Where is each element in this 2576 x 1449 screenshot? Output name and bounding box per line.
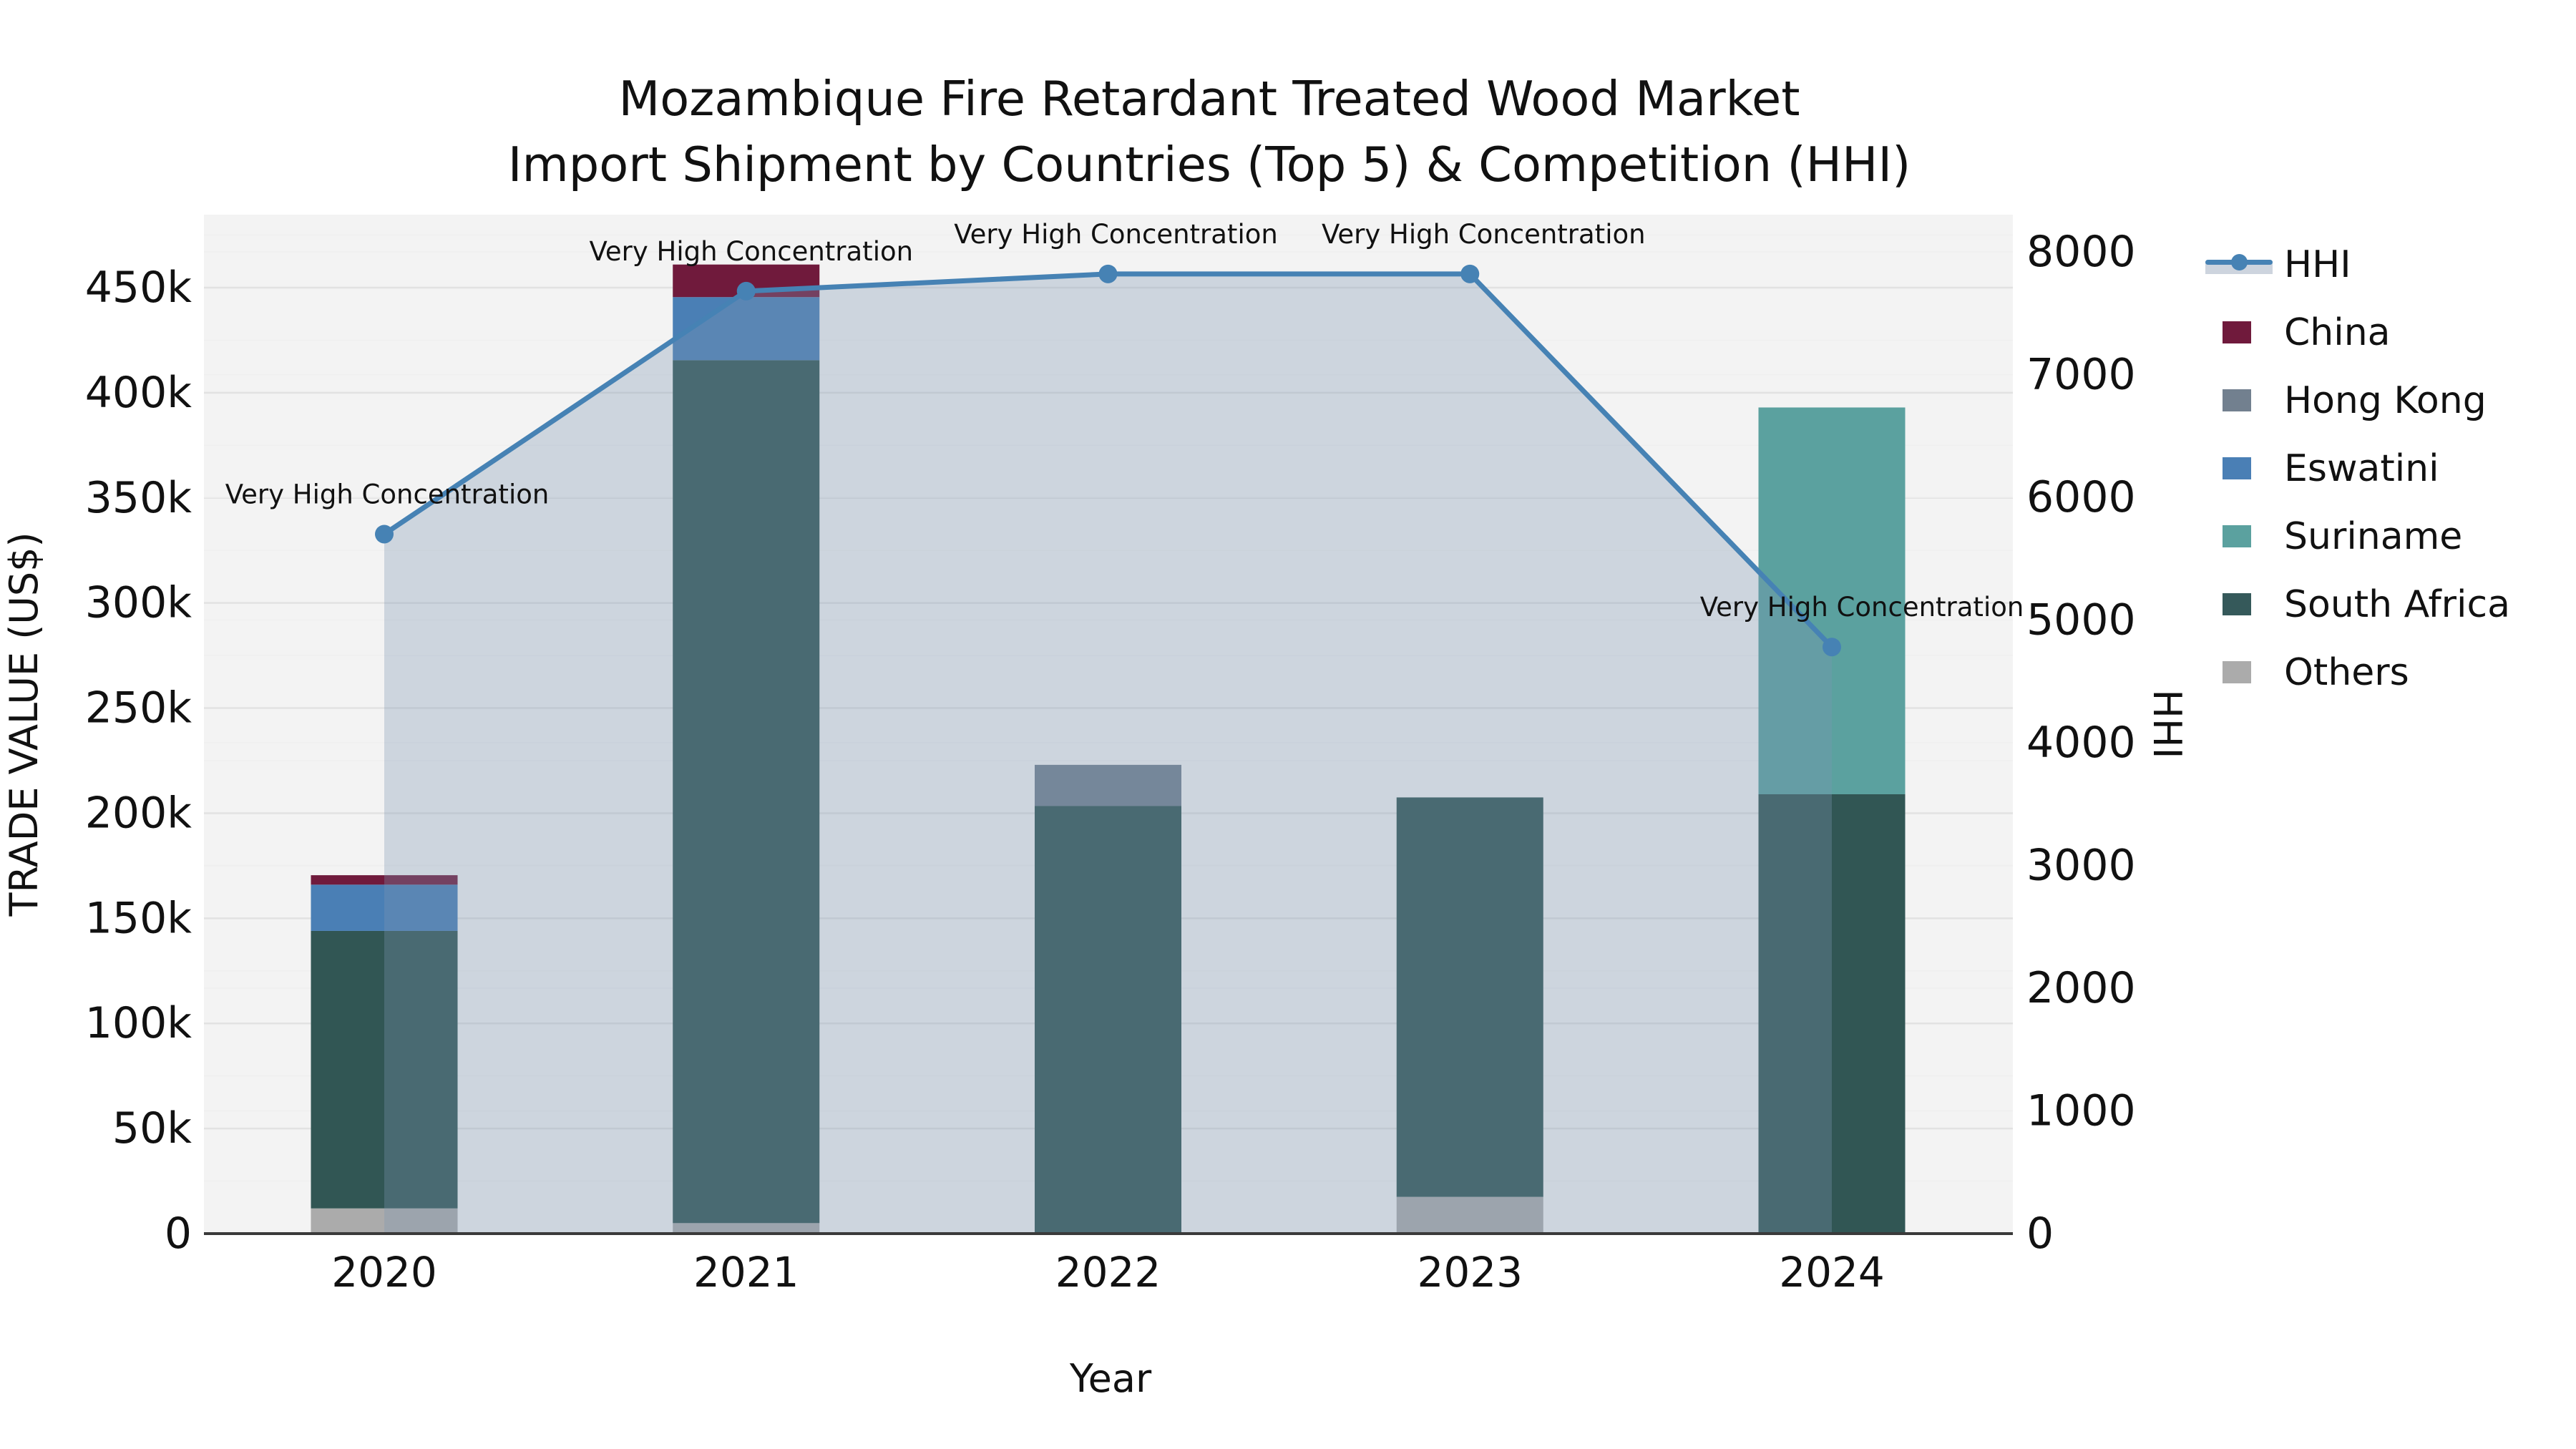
bar-segment-suriname-2024 [1758,407,1906,795]
annotation-2023: Very High Concentration [1322,219,1646,250]
hhi-line-layer [375,264,1841,657]
annotation-2022: Very High Concentration [954,219,1278,250]
y-right-tick-3000: 3000 [2026,841,2136,891]
y-right-tick-7000: 7000 [2026,350,2136,400]
y-left-tick-300k: 300k [85,578,192,628]
bar-segment-south-africa-2023 [1396,797,1543,1197]
annotation-2024: Very High Concentration [1700,592,2024,623]
y-right-tick-1000: 1000 [2026,1086,2136,1136]
bars-layer [311,264,1906,1234]
y-left-tick-200k: 200k [85,788,192,838]
hhi-marker-2020 [375,525,394,544]
hhi-marker-2024 [1823,638,1841,657]
legend-color-swatch [2223,661,2251,683]
hhi-area-fill [384,273,1832,1234]
y-right-tick-4000: 4000 [2026,718,2136,768]
bar-segment-south-africa-2021 [673,360,820,1224]
y-left-tick-50k: 50k [112,1103,192,1153]
y-right-tick-8000: 8000 [2026,227,2136,277]
bar-segment-eswatini-2020 [311,884,458,931]
x-axis-title: Year [1069,1356,1152,1401]
y-right-tick-2000: 2000 [2026,963,2136,1013]
y-left-tick-150k: 150k [85,893,192,943]
y-left-tick-0: 0 [165,1209,192,1259]
legend-color-swatch [2223,389,2251,411]
annotation-2021: Very High Concentration [589,236,913,267]
legend-item-hhi: HHI [2205,230,2510,298]
legend-label: HHI [2284,243,2351,286]
bar-segment-eswatini-2021 [673,297,820,361]
legend-line-swatch [2205,253,2273,275]
bar-segment-china-2020 [311,875,458,885]
y-left-tick-350k: 350k [85,473,192,523]
legend: HHI China Hong Kong Eswatini Suriname South A… [2205,230,2510,706]
legend-label: Suriname [2284,514,2463,558]
y-right-tick-5000: 5000 [2026,595,2136,645]
y-left-tick-250k: 250k [85,683,192,733]
x-tick-2020: 2020 [331,1248,437,1297]
x-tick-2021: 2021 [693,1248,799,1297]
bar-segment-others-2020 [311,1208,458,1234]
tick-label-layer: 0 50k 100k 150k 200k 250k 300k 350k 400k 450k 0 100… [85,227,2136,1297]
x-tick-2023: 2023 [1417,1248,1523,1297]
legend-label: Others [2284,650,2409,694]
hhi-area-layer [384,273,1832,1234]
legend-color-swatch [2223,457,2251,479]
y-left-tick-100k: 100k [85,998,192,1048]
y-left-tick-400k: 400k [85,368,192,418]
bar-segment-south-africa-2020 [311,930,458,1209]
bar-segment-south-africa-2024 [1758,794,1906,1234]
legend-color-swatch [2223,321,2251,343]
x-tick-2024: 2024 [1779,1248,1885,1297]
y-right-tick-0: 0 [2026,1209,2054,1259]
legend-item-south-africa: South Africa [2205,570,2510,638]
hhi-marker-2023 [1460,264,1480,283]
y-left-tick-450k: 450k [85,263,192,313]
bar-segment-hong-kong-2022 [1035,764,1181,806]
legend-item-suriname: Suriname [2205,502,2510,570]
hhi-marker-2021 [736,281,756,301]
legend-item-others: Others [2205,638,2510,706]
annotation-2020: Very High Concentration [225,479,550,509]
y-right-tick-6000: 6000 [2026,472,2136,522]
legend-label: Eswatini [2284,447,2439,490]
y-right-axis-title: HHI [2145,689,2190,758]
legend-item-eswatini: Eswatini [2205,434,2510,502]
hhi-marker-2022 [1098,264,1118,283]
legend-item-china: China [2205,298,2510,366]
legend-label: Hong Kong [2284,379,2487,422]
legend-color-swatch [2223,525,2251,547]
bar-segment-others-2023 [1396,1196,1543,1234]
bar-segment-others-2021 [673,1223,820,1234]
legend-color-swatch [2223,593,2251,615]
x-tick-2022: 2022 [1055,1248,1161,1297]
legend-label: China [2284,311,2391,354]
legend-item-hong-kong: Hong Kong [2205,366,2510,434]
bar-segment-south-africa-2022 [1035,806,1181,1234]
legend-label: South Africa [2284,582,2510,626]
y-left-axis-title: TRADE VALUE (US$) [1,532,47,917]
annotation-layer: Very High Concentration Very High Concent… [225,219,2024,623]
